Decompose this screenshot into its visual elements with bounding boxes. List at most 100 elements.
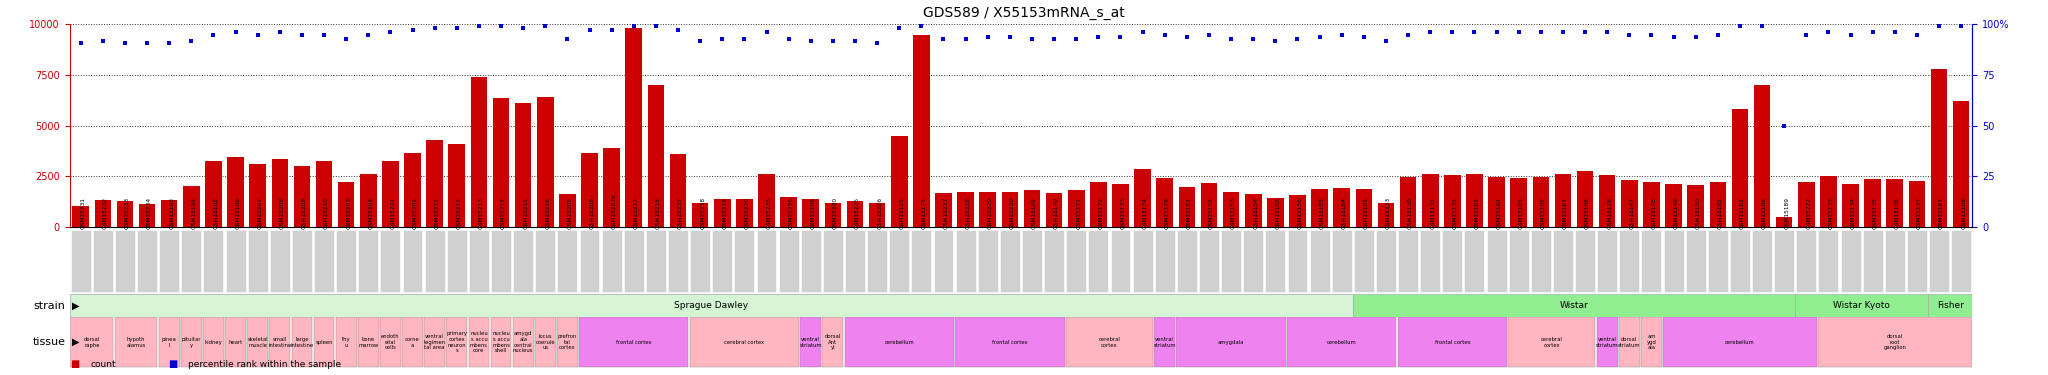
Text: GSM15163: GSM15163 [1475,197,1479,229]
Point [1946,23,1978,29]
Text: GSM15135: GSM15135 [1872,197,1878,229]
FancyBboxPatch shape [1065,317,1153,367]
Point [616,23,649,29]
FancyBboxPatch shape [1927,294,1972,317]
Bar [139,204,156,227]
Point [662,27,694,33]
Text: GSM15167: GSM15167 [1563,197,1569,229]
FancyBboxPatch shape [580,317,688,367]
Text: frontal cortex: frontal cortex [1434,340,1470,345]
FancyBboxPatch shape [1686,230,1706,292]
Bar [936,194,952,227]
Point [1282,36,1315,42]
Bar [1112,184,1128,227]
Point [1260,38,1292,44]
Bar [715,198,731,227]
Text: GSM15220: GSM15220 [743,197,750,229]
Point [1192,32,1225,38]
Bar [1622,180,1638,227]
FancyBboxPatch shape [160,230,178,292]
Point [528,23,561,29]
Text: GSM15195: GSM15195 [213,197,219,229]
Text: GSM15213: GSM15213 [479,197,483,229]
Bar [1688,185,1704,227]
Text: dorsal
root
ganglion: dorsal root ganglion [1884,334,1907,351]
Bar [780,196,797,227]
FancyBboxPatch shape [512,317,535,367]
FancyBboxPatch shape [823,230,844,292]
Text: GSM15199: GSM15199 [811,197,815,229]
Point [1634,32,1667,38]
Text: bone
marrow: bone marrow [358,337,379,348]
Point [993,33,1026,39]
Bar [1489,177,1505,227]
Text: dorsal
raphe: dorsal raphe [84,337,100,348]
FancyBboxPatch shape [270,230,289,292]
Point [264,30,297,36]
Text: locus
coerule
us: locus coerule us [535,334,555,351]
Text: cerebral
cortex: cerebral cortex [1098,337,1120,348]
FancyBboxPatch shape [1176,317,1286,367]
Text: GSM15179: GSM15179 [1165,197,1169,229]
FancyBboxPatch shape [668,230,688,292]
FancyBboxPatch shape [844,317,954,367]
Bar [956,192,975,227]
Text: GSM15216: GSM15216 [545,197,551,229]
Text: GSM15173: GSM15173 [1120,197,1126,229]
FancyBboxPatch shape [336,317,356,367]
Bar [537,97,553,227]
Text: frontal cortex: frontal cortex [616,340,651,345]
Bar [1843,184,1860,227]
Bar [846,201,864,227]
Text: GSM15178: GSM15178 [1608,197,1612,229]
Text: ventral
striatum: ventral striatum [799,337,821,348]
FancyBboxPatch shape [1663,317,1817,367]
Text: ventral
tegimen
tal area: ventral tegimen tal area [424,334,446,351]
Bar [205,161,221,227]
FancyBboxPatch shape [690,230,711,292]
Bar [868,202,885,227]
Bar [670,154,686,227]
Bar [891,136,907,227]
Bar [1886,179,1903,227]
Bar [250,164,266,227]
Text: GSM15209: GSM15209 [301,197,307,229]
Bar [494,98,510,227]
Bar [182,186,199,227]
FancyBboxPatch shape [492,317,512,367]
Bar [559,195,575,227]
FancyBboxPatch shape [358,317,379,367]
Bar [72,206,88,227]
Bar [1665,184,1681,227]
Text: GSM15165: GSM15165 [1520,197,1524,229]
Text: heart: heart [229,340,242,345]
FancyBboxPatch shape [1133,230,1153,292]
Text: large
intestine: large intestine [291,337,313,348]
Text: amygdala: amygdala [1219,340,1245,345]
Text: cerebral
cortex: cerebral cortex [1540,337,1563,348]
Text: GSM15206: GSM15206 [590,197,594,229]
Text: ventral
striatum: ventral striatum [1153,337,1176,348]
Text: GSM15170: GSM15170 [1055,197,1059,229]
Bar [1178,188,1196,227]
Point [1303,33,1335,39]
Bar [514,104,530,227]
Point [219,30,252,36]
Point [1679,33,1712,39]
Bar [426,140,442,227]
Text: GSM15235: GSM15235 [766,197,772,229]
FancyBboxPatch shape [1530,230,1550,292]
FancyBboxPatch shape [1819,317,1972,367]
Point [971,33,1004,39]
Text: GSM15136: GSM15136 [1894,197,1901,229]
Point [1325,32,1358,38]
FancyBboxPatch shape [1864,230,1882,292]
Point [352,32,385,38]
FancyBboxPatch shape [735,230,754,292]
FancyBboxPatch shape [180,317,201,367]
FancyBboxPatch shape [1288,230,1307,292]
Text: GSM15186: GSM15186 [1761,197,1767,229]
Bar [1135,169,1151,227]
Bar [979,192,995,227]
Point [1878,30,1911,36]
